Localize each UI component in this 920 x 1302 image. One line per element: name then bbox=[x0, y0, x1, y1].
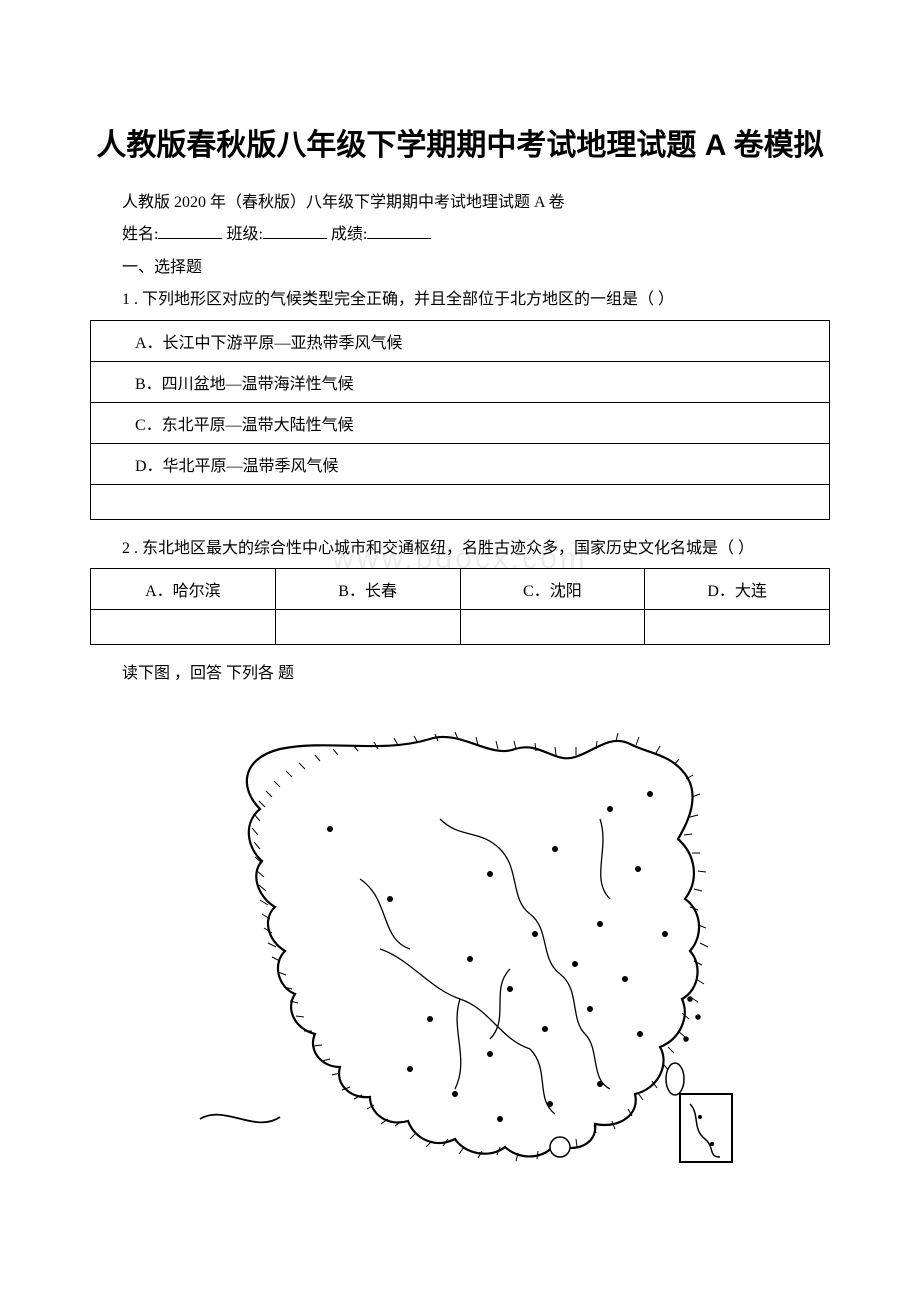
q2-option-d[interactable]: D．大连 bbox=[645, 568, 830, 609]
class-label: 班级: bbox=[226, 226, 262, 243]
q1-empty-row bbox=[91, 484, 830, 519]
q1-option-a[interactable]: A．长江中下游平原—亚热带季风气候 bbox=[91, 320, 830, 361]
q2-empty-a bbox=[91, 609, 276, 644]
question-2-text: 2 . 东北地区最大的综合性中心城市和交通枢纽，名胜古迹众多，国家历史文化名城是… bbox=[90, 534, 830, 564]
form-line: 姓名: 班级: 成绩: bbox=[90, 220, 830, 250]
page-title: 人教版春秋版八年级下学期期中考试地理试题 A 卷模拟 bbox=[90, 120, 830, 164]
q2-empty-c bbox=[460, 609, 645, 644]
section-heading: 一、选择题 bbox=[90, 253, 830, 283]
question-2-options-table: A．哈尔滨 B．长春 C．沈阳 D．大连 bbox=[90, 568, 830, 645]
q1-option-c[interactable]: C．东北平原—温带大陆性气候 bbox=[91, 402, 830, 443]
china-map-svg bbox=[180, 699, 740, 1169]
china-map-figure bbox=[90, 699, 830, 1174]
subtitle-line: 人教版 2020 年（春秋版）八年级下学期期中考试地理试题 A 卷 bbox=[90, 188, 830, 218]
q2-option-a[interactable]: A．哈尔滨 bbox=[91, 568, 276, 609]
name-blank[interactable] bbox=[158, 223, 222, 239]
score-label: 成绩: bbox=[331, 226, 367, 243]
q1-option-d[interactable]: D．华北平原—温带季风气候 bbox=[91, 443, 830, 484]
score-blank[interactable] bbox=[367, 223, 431, 239]
inset-box bbox=[680, 1094, 732, 1162]
q2-option-c[interactable]: C．沈阳 bbox=[460, 568, 645, 609]
question-1-options-table: A．长江中下游平原—亚热带季风气候 B．四川盆地—温带海洋性气候 C．东北平原—… bbox=[90, 320, 830, 520]
q2-empty-d bbox=[645, 609, 830, 644]
name-label: 姓名: bbox=[122, 226, 158, 243]
q2-empty-b bbox=[275, 609, 460, 644]
q1-option-b[interactable]: B．四川盆地—温带海洋性气候 bbox=[91, 361, 830, 402]
figure-caption: 读下图 ，回答 下列各 题 bbox=[90, 659, 830, 689]
question-1-text: 1 . 下列地形区对应的气候类型完全正确，并且全部位于北方地区的一组是（ ） bbox=[90, 285, 830, 315]
china-outline-path bbox=[247, 737, 699, 1157]
extra-coastline bbox=[200, 1115, 280, 1123]
q2-option-b[interactable]: B．长春 bbox=[275, 568, 460, 609]
class-blank[interactable] bbox=[263, 223, 327, 239]
